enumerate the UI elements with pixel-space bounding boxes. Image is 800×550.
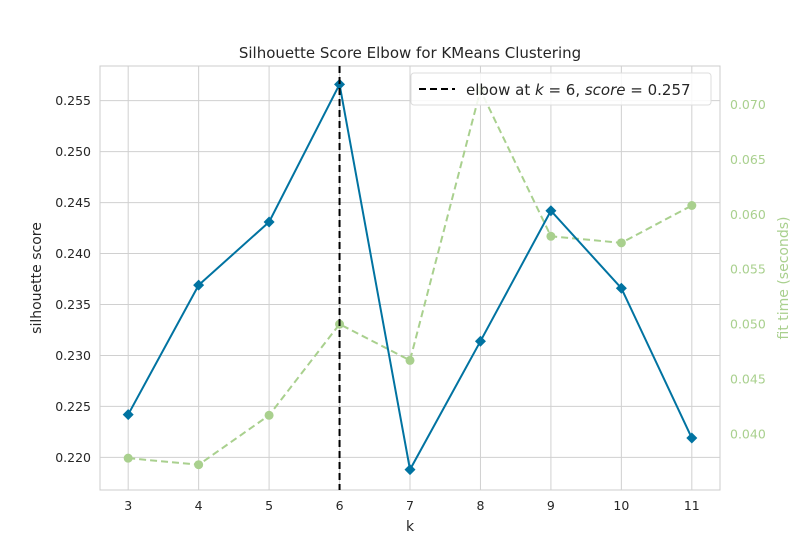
x-tick-label: 9 [547,498,555,513]
legend-eq: = 6, [544,81,585,99]
silhouette-score-point [334,78,346,90]
silhouette-score-point [404,464,416,476]
x-tick-label: 10 [613,498,629,513]
y2-tick-label: 0.060 [730,207,766,222]
fit-time-point [264,410,274,420]
legend-box [410,72,712,106]
y2-axis-label: fit time (seconds) [776,217,792,340]
fit-time-point [194,460,204,470]
x-axis-label: k [406,519,415,535]
fit-time-point [546,231,556,241]
series-silhouette-score [122,78,698,476]
x-axis-ticks: 3 4 5 6 7 8 9 10 11 [124,498,700,513]
silhouette-score-point [193,279,205,291]
y-tick-label: 0.240 [55,246,91,261]
y2-tick-label: 0.065 [730,152,766,167]
legend-prefix: elbow at [466,81,535,99]
y2-tick-label: 0.045 [730,372,766,387]
silhouette-score-point [686,432,698,444]
legend-score: score [585,81,626,99]
x-tick-label: 4 [195,498,203,513]
y-tick-label: 0.230 [55,348,91,363]
x-tick-label: 5 [265,498,273,513]
x-tick-label: 11 [684,498,700,513]
y2-axis-ticks: 0.040 0.045 0.050 0.055 0.060 0.065 0.070 [730,97,766,442]
y-tick-label: 0.220 [55,450,91,465]
x-tick-label: 8 [476,498,484,513]
fit-time-point [616,238,626,248]
y2-tick-label: 0.070 [730,97,766,112]
silhouette-score-point [122,409,134,421]
y-tick-label: 0.245 [55,195,91,210]
silhouette-score-point [263,216,275,228]
y-axis-ticks: 0.220 0.225 0.230 0.235 0.240 0.245 0.250 0.255 [55,93,91,465]
silhouette-score-point [615,282,627,294]
y2-tick-label: 0.055 [730,262,766,277]
y-tick-label: 0.235 [55,297,91,312]
x-tick-label: 3 [124,498,132,513]
silhouette-score-point [545,205,557,217]
chart-title: Silhouette Score Elbow for KMeans Cluste… [239,44,581,62]
x-tick-label: 6 [336,498,344,513]
silhouette-score-point [474,335,486,347]
legend-value: = 0.257 [626,81,691,99]
fit-time-point [123,453,133,463]
y-tick-label: 0.255 [55,93,91,108]
y2-tick-label: 0.050 [730,317,766,332]
y2-tick-label: 0.040 [730,426,766,441]
legend-k: k [535,81,545,99]
fit-time-point [687,201,697,211]
fit-time-point [405,355,415,365]
legend: elbow at k = 6, score = 0.257 [410,72,712,106]
x-tick-label: 7 [406,498,414,513]
fit-time-line [128,87,693,466]
legend-label: elbow at k = 6, score = 0.257 [466,81,691,99]
y-tick-label: 0.250 [55,144,91,159]
y-tick-label: 0.225 [55,399,91,414]
y-axis-label: silhouette score [29,222,45,334]
